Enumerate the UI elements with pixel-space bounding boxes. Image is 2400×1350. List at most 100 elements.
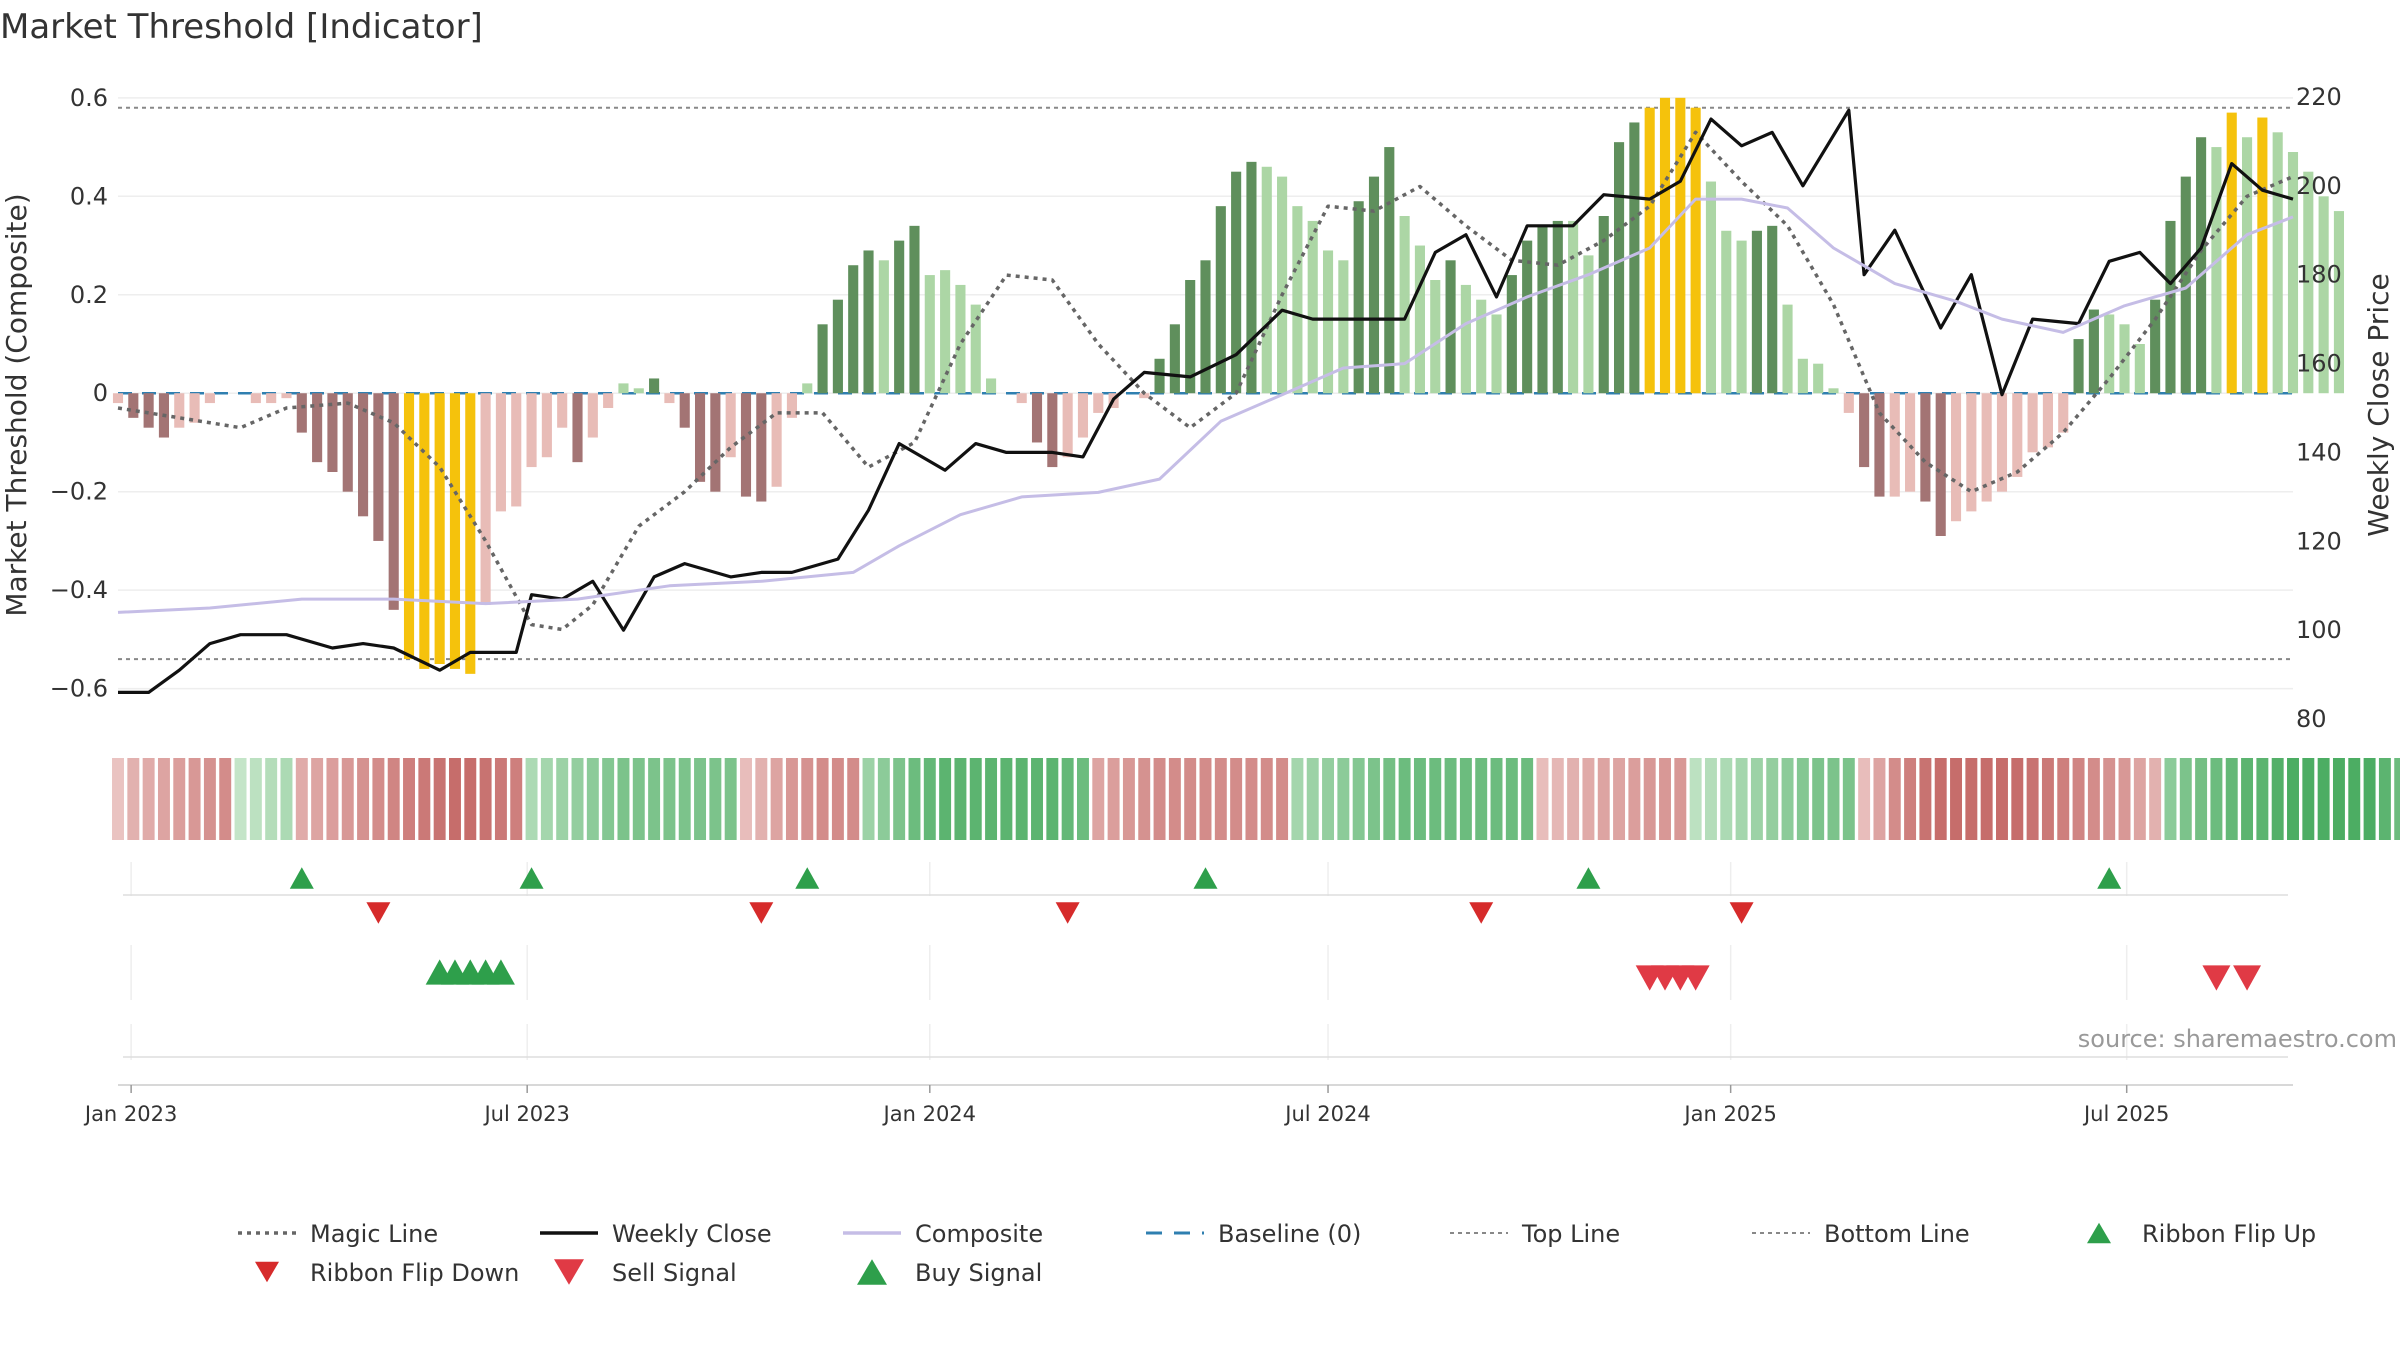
- composite-bar: [572, 393, 583, 463]
- ribbon-cell: [1291, 758, 1304, 840]
- ribbon-cell: [1750, 758, 1763, 840]
- composite-bar: [970, 304, 981, 394]
- composite-bar: [1705, 181, 1717, 394]
- legend-swatch: [857, 1259, 887, 1285]
- ribbon-cell: [694, 758, 707, 840]
- ribbon-cell: [571, 758, 584, 840]
- composite-bar: [817, 324, 828, 394]
- legend-label: Sell Signal: [612, 1259, 737, 1287]
- ribbon-cell: [1352, 758, 1365, 840]
- composite-bar: [802, 383, 813, 394]
- ribbon-cell: [1888, 758, 1901, 840]
- composite-bar: [358, 393, 369, 517]
- composite-bar: [189, 393, 200, 423]
- composite-bar: [1522, 240, 1533, 394]
- composite-bar: [1384, 147, 1395, 394]
- ribbon-cell: [1490, 758, 1503, 840]
- ribbon-cell: [1230, 758, 1243, 840]
- composite-bar: [1031, 393, 1043, 443]
- composite-bar: [2012, 393, 2023, 477]
- composite-bar: [1215, 206, 1226, 394]
- composite-ribbon: [112, 758, 2400, 840]
- composite-bar: [1414, 245, 1425, 394]
- composite-bar: [495, 393, 506, 512]
- composite-bar: [2150, 299, 2161, 394]
- ribbon-cell: [1153, 758, 1166, 840]
- composite-bar: [1950, 393, 1962, 522]
- composite-bar: [1047, 393, 1058, 468]
- ribbon-flip-down-marker: [1469, 902, 1494, 924]
- ribbon-cell: [1061, 758, 1074, 840]
- composite-bar: [1751, 230, 1762, 394]
- legend-label: Ribbon Flip Down: [310, 1259, 519, 1287]
- composite-bar: [2180, 176, 2191, 394]
- ribbon-cell: [1812, 758, 1825, 840]
- composite-bar: [2058, 393, 2069, 433]
- composite-bar: [2088, 309, 2099, 394]
- composite-bar: [281, 393, 292, 399]
- sell-signal-marker: [2233, 965, 2262, 991]
- ribbon-cell: [908, 758, 921, 840]
- ribbon-cell: [2241, 758, 2254, 840]
- composite-bar: [541, 393, 552, 458]
- ribbon-cell: [877, 758, 890, 840]
- ribbon-cell: [341, 758, 354, 840]
- ribbon-cell: [540, 758, 553, 840]
- ribbon-cell: [1138, 758, 1151, 840]
- ribbon-cell: [311, 758, 324, 840]
- ribbon-flip-up-marker: [2097, 867, 2122, 889]
- ribbon-cell: [403, 758, 415, 840]
- composite-bar: [2226, 112, 2237, 394]
- legend-entry: Weekly Close: [540, 1220, 772, 1248]
- left-axis-ticks: 0.6 0.4 0.2 0 −0.2 −0.4 −0.6: [50, 84, 108, 703]
- composite-bar: [618, 383, 629, 394]
- composite-bar: [1736, 240, 1747, 394]
- ribbon-cell: [954, 758, 967, 840]
- composite-bar: [1537, 225, 1548, 394]
- ribbon-cell: [326, 758, 339, 840]
- ribbon-cell: [740, 758, 752, 840]
- ribbon-cell: [2011, 758, 2024, 840]
- ribbon-cell: [923, 758, 936, 840]
- ribbon-cell: [479, 758, 492, 840]
- ribbon-cell: [357, 758, 370, 840]
- composite-bar: [403, 393, 415, 660]
- ribbon-cell: [985, 758, 998, 840]
- ribbon-cell: [2179, 758, 2192, 840]
- legend-entry: Ribbon Flip Down: [255, 1259, 519, 1287]
- ribbon-cell: [2118, 758, 2131, 840]
- ribbon-cell: [1306, 758, 1319, 840]
- ribbon-cell: [678, 758, 691, 840]
- ribbon-cell: [1368, 758, 1380, 840]
- composite-bar: [1690, 107, 1701, 394]
- ribbon-cell: [433, 758, 446, 840]
- composite-bar: [1430, 280, 1441, 394]
- ribbon-cell: [1919, 758, 1932, 840]
- ribbon-cell: [632, 758, 645, 840]
- legend-label: Weekly Close: [612, 1220, 772, 1248]
- composite-bar: [2211, 147, 2222, 394]
- composite-bar: [1859, 393, 1870, 468]
- ribbon-cell: [2195, 758, 2208, 840]
- ribbon-cell: [1735, 758, 1748, 840]
- composite-bar: [1062, 393, 1073, 458]
- right-axis-ticks: 220 200 180 160 140 120 100 80: [2296, 83, 2342, 733]
- ribbon-flip-down-marker: [749, 902, 774, 924]
- legend-label: Baseline (0): [1218, 1220, 1361, 1248]
- composite-bar: [1905, 393, 1916, 492]
- composite-bar: [2119, 324, 2130, 394]
- composite-bar: [2042, 393, 2053, 448]
- composite-bar: [266, 393, 277, 404]
- composite-bar: [1506, 275, 1517, 394]
- legend-label: Ribbon Flip Up: [2142, 1220, 2316, 1248]
- composite-bar: [1445, 260, 1456, 394]
- composite-line: [117, 197, 2294, 614]
- composite-bar: [419, 393, 430, 669]
- ribbon-cell: [387, 758, 400, 840]
- ribbon-flip-up-marker: [1576, 867, 1601, 889]
- ribbon-cell: [1046, 758, 1059, 840]
- right-tick-label: 200: [2296, 172, 2342, 200]
- ribbon-cell: [1505, 758, 1518, 840]
- ribbon-cell: [1567, 758, 1580, 840]
